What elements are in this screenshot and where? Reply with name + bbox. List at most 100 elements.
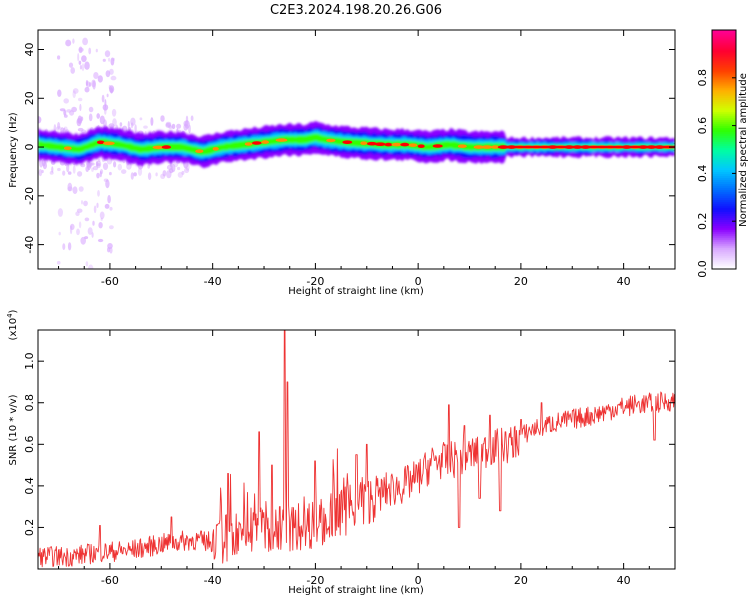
spectrogram-noise-blob — [51, 166, 54, 173]
colorbar-segment — [712, 183, 736, 186]
spectrogram-noise-blob — [126, 162, 132, 170]
spectrogram-noise-blob — [80, 236, 86, 245]
spectrogram-noise-blob — [76, 117, 82, 127]
spectrogram-noise-blob — [177, 171, 184, 178]
spectrogram-noise-blob — [88, 113, 93, 122]
colorbar-segment — [712, 121, 736, 125]
colorbar-segment — [712, 47, 736, 51]
snr-x-tick-label: 40 — [617, 574, 631, 587]
colorbar-segment — [712, 31, 736, 35]
snr-x-tick-label: -60 — [101, 574, 119, 587]
spectrogram-noise-blob — [56, 260, 61, 265]
snr-y-tick-label: 0.6 — [23, 436, 36, 454]
colorbar-segment — [712, 135, 736, 139]
colorbar-segment — [712, 109, 736, 113]
spectrogram-noise-blob — [57, 167, 61, 172]
spectrogram-noise-blob — [81, 63, 85, 72]
colorbar-segment — [712, 127, 736, 131]
spectrogram-noise-blob — [162, 170, 167, 177]
spectrogram-peak — [384, 142, 393, 147]
spectrogram-noise-blob — [69, 110, 75, 116]
spectrogram-peak — [103, 141, 115, 146]
colorbar-segment — [712, 187, 736, 190]
spectrogram-peak — [63, 146, 72, 150]
spectrogram-peak — [275, 138, 288, 142]
spectrogram-noise-blob — [150, 117, 154, 126]
colorbar-segment — [712, 119, 736, 123]
colorbar-segment — [712, 159, 736, 163]
colorbar-segment — [712, 97, 736, 101]
snr-y-tick-label: 0.4 — [23, 477, 36, 495]
spectrogram-noise-blob — [62, 243, 66, 251]
colorbar-segment — [712, 61, 736, 65]
colorbar-segment — [712, 87, 736, 91]
spectrogram-noise-blob — [41, 169, 44, 174]
spectrogram-noise-blob — [72, 38, 75, 44]
snr-panel: -60 -40 -20 0 20 40 0.2 0.4 0.6 0.8 1.0 Height of… — [6, 309, 676, 596]
colorbar-segment — [712, 105, 736, 109]
colorbar-segment — [712, 203, 736, 206]
spectrogram-noise-blob — [92, 220, 95, 226]
spectrogram-y-tick-label: -40 — [23, 236, 36, 254]
spectrogram-peak — [96, 140, 105, 145]
colorbar-segment — [712, 89, 736, 93]
colorbar-segment — [712, 107, 736, 111]
spectrogram-noise-blob — [70, 223, 75, 230]
colorbar-segment — [712, 65, 736, 69]
colorbar-segment — [712, 91, 736, 95]
colorbar: 0.0 0.2 0.4 0.6 0.8 Normalized spectral ampl… — [696, 29, 749, 278]
colorbar-segment — [712, 147, 736, 151]
colorbar-frame — [711, 29, 737, 270]
spectrogram-peak — [326, 138, 336, 143]
spectrogram-noise-blob — [84, 217, 90, 222]
spectrogram-noise-blob — [181, 170, 185, 175]
spectrogram-noise-blob — [65, 39, 72, 47]
spectrogram-noise-blob — [58, 231, 61, 236]
spectrogram-noise-blob — [110, 87, 113, 94]
colorbar-segment — [712, 263, 736, 266]
spectrogram-peak — [367, 141, 377, 146]
spectrogram-noise-blob — [133, 172, 137, 177]
colorbar-segment — [712, 213, 736, 216]
spectrogram-noise-blob — [78, 60, 82, 65]
snr-x-ticks: -60 -40 -20 0 20 40 — [58, 330, 676, 587]
spectrogram-noise-blob — [39, 158, 43, 168]
spectrogram-noise-blob — [57, 89, 62, 97]
spectrogram-noise-blob — [81, 55, 87, 63]
spectrogram-noise-blob — [183, 123, 189, 131]
spectrogram-noise-blob — [99, 170, 102, 178]
spectrogram-peak — [491, 145, 500, 149]
spectrogram-noise-blob — [87, 227, 93, 235]
spectrogram-noise-blob — [70, 67, 75, 74]
spectrogram-noise-blob — [96, 160, 102, 169]
spectrogram-peak — [481, 145, 493, 149]
spectrogram-noise-blob — [57, 122, 61, 130]
spectrogram-noise-blob — [66, 163, 70, 173]
spectrogram-noise-blob — [83, 200, 88, 207]
spectrogram-y-axis-label: Frequency (Hz) — [8, 112, 19, 188]
spectrogram-noise-blob — [139, 117, 143, 121]
colorbar-segment — [712, 165, 736, 169]
snr-y-multiplier: (x104) — [6, 309, 19, 340]
spectrogram-noise-blob — [82, 37, 88, 46]
colorbar-segment — [712, 261, 736, 264]
spectrogram-noise-blob — [113, 161, 117, 168]
spectrogram-noise-blob — [67, 171, 72, 175]
colorbar-segment — [712, 215, 736, 218]
colorbar-segment — [712, 167, 736, 171]
colorbar-segment — [712, 103, 736, 107]
snr-y-ticks: 0.2 0.4 0.6 0.8 1.0 — [23, 352, 675, 536]
colorbar-segment — [712, 83, 736, 87]
colorbar-segment — [712, 257, 736, 260]
spectrogram-noise-blob — [119, 122, 123, 127]
spectrogram-noise-blob — [107, 195, 111, 204]
spectrogram-noise-blob — [96, 202, 99, 208]
spectrogram-noise-blob — [112, 118, 117, 127]
spectrogram-x-ticks: -60 -40 -20 0 20 40 — [58, 30, 676, 288]
spectrogram-x-tick-label: 0 — [415, 275, 422, 288]
spectrogram-noise-blob — [165, 122, 171, 128]
spectrogram-noise-blob — [188, 124, 191, 134]
spectrogram-noise-blob — [104, 50, 111, 58]
colorbar-segment — [712, 115, 736, 119]
spectrogram-noise-blob — [147, 164, 151, 169]
